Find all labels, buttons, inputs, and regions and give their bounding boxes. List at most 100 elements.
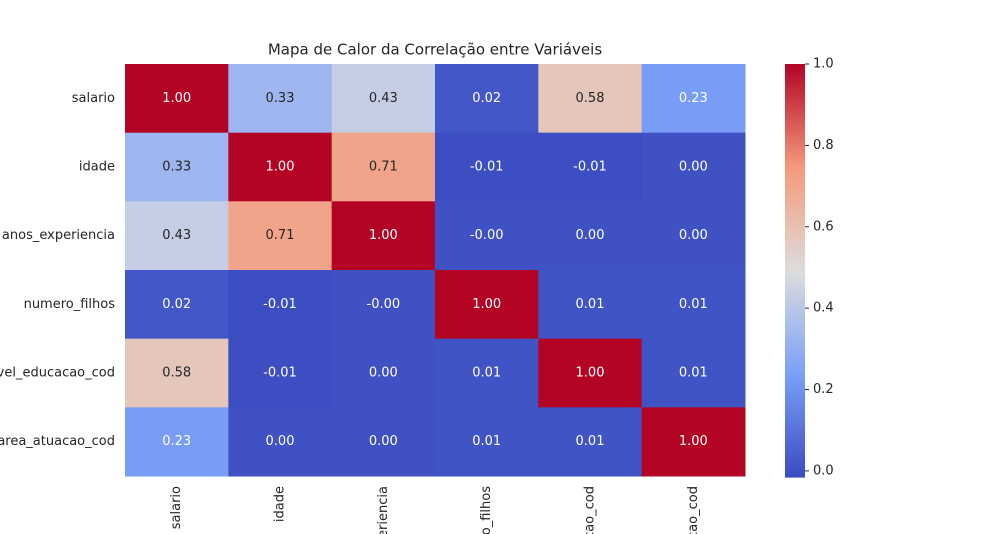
colorbar-segment xyxy=(785,256,805,261)
cell-label: 0.00 xyxy=(679,160,708,175)
cell-label: 0.01 xyxy=(472,366,501,381)
colorbar-segment xyxy=(785,456,805,461)
heatmap-cell xyxy=(331,132,436,202)
colorbar-segment xyxy=(785,94,805,100)
heatmap-cell xyxy=(125,338,229,408)
x-tick-label: salario xyxy=(169,486,184,529)
colorbar-segment xyxy=(785,222,805,227)
heatmap-cell xyxy=(435,64,539,134)
heatmap-cell xyxy=(228,270,333,340)
colorbar-segment xyxy=(785,191,805,196)
heatmap-cell xyxy=(435,132,539,202)
cell-label: 0.00 xyxy=(679,228,708,243)
colorbar-segment xyxy=(785,425,805,430)
colorbar-segment xyxy=(785,315,805,320)
colorbar-segment xyxy=(785,184,805,189)
cell-label: 0.23 xyxy=(679,91,708,106)
colorbar-segment xyxy=(785,380,805,385)
colorbar-segment xyxy=(785,98,805,103)
heatmap-cell xyxy=(538,407,643,477)
colorbar-segment xyxy=(785,394,805,399)
y-tick-label: anos_experiencia xyxy=(2,228,115,243)
colorbar-segment xyxy=(785,329,805,334)
colorbar-segment xyxy=(785,146,805,151)
colorbar-segment xyxy=(785,246,805,251)
colorbar-segment xyxy=(785,108,805,113)
colorbar-segment xyxy=(785,273,805,278)
colorbar-segment xyxy=(785,67,805,72)
cell-label: -0.01 xyxy=(263,297,297,312)
colorbar-segment xyxy=(785,70,805,75)
colorbar-segment xyxy=(785,384,805,389)
colorbar-segment xyxy=(785,218,805,223)
heatmap-cell xyxy=(538,132,643,202)
colorbar-segment xyxy=(785,267,805,272)
colorbar-segment xyxy=(785,167,805,172)
heatmap-cell xyxy=(641,132,746,202)
colorbar-segment xyxy=(785,473,805,478)
cell-label: 0.43 xyxy=(369,91,398,106)
colorbar-segment xyxy=(785,74,805,79)
y-tick-label: salario xyxy=(72,91,115,106)
heatmap-cell xyxy=(435,201,539,271)
colorbar-segment xyxy=(785,359,805,365)
colorbar-segment xyxy=(785,428,805,433)
y-tick-label: numero_filhos xyxy=(24,297,116,312)
colorbar-segment xyxy=(785,170,805,175)
colorbar-segment xyxy=(785,263,805,268)
colorbar-segment xyxy=(785,287,805,292)
colorbar-segment xyxy=(785,211,805,217)
colorbar-segment xyxy=(785,77,805,82)
colorbar-segment xyxy=(785,174,805,179)
heatmap-cell xyxy=(538,64,643,134)
colorbar-segment xyxy=(785,277,805,282)
heatmap-cell xyxy=(641,270,746,340)
colorbar-segment xyxy=(785,284,805,289)
cell-label: -0.01 xyxy=(573,160,607,175)
colorbar-tick-label: 0.8 xyxy=(813,138,834,153)
heatmap-cell xyxy=(331,338,436,408)
colorbar-segment xyxy=(785,346,805,351)
heatmap-cell xyxy=(125,407,229,477)
heatmap-cell xyxy=(331,270,436,340)
colorbar-segment xyxy=(785,215,805,220)
colorbar-segment xyxy=(785,81,805,86)
heatmap-cell xyxy=(228,64,333,134)
colorbar-segment xyxy=(785,322,805,327)
colorbar-tick-label: 0.6 xyxy=(813,219,834,234)
x-tick-label: idade xyxy=(273,486,288,522)
colorbar-segment xyxy=(785,411,805,416)
colorbar-segment xyxy=(785,260,805,265)
heatmap-cell xyxy=(538,270,643,340)
colorbar-segment xyxy=(785,408,805,413)
colorbar-segment xyxy=(785,401,805,406)
colorbar-segment xyxy=(785,291,805,296)
colorbar-segment xyxy=(785,225,805,230)
heatmap-cell xyxy=(331,407,436,477)
cell-label: 0.58 xyxy=(576,91,605,106)
colorbar-segment xyxy=(785,325,805,330)
colorbar-segment xyxy=(785,229,805,234)
cell-label: 0.01 xyxy=(679,297,708,312)
colorbar-segment xyxy=(785,377,805,382)
colorbar-segment xyxy=(785,112,805,117)
colorbar-segment xyxy=(785,366,805,371)
heatmap-cell xyxy=(228,338,333,408)
cell-label: 0.33 xyxy=(266,91,295,106)
colorbar-segment xyxy=(785,446,805,451)
heatmap-cell xyxy=(331,201,436,271)
cell-label: 0.33 xyxy=(162,160,191,175)
cell-label: 1.00 xyxy=(679,434,708,449)
cell-label: 0.43 xyxy=(162,228,191,243)
colorbar-segment xyxy=(785,101,805,106)
colorbar-segment xyxy=(785,335,805,340)
colorbar-segment xyxy=(785,150,805,155)
colorbar-segment xyxy=(785,270,805,275)
cell-label: 0.02 xyxy=(472,91,501,106)
colorbar-segment xyxy=(785,253,805,258)
cell-label: 0.01 xyxy=(472,434,501,449)
colorbar-segment xyxy=(785,435,805,440)
colorbar-segment xyxy=(785,318,805,323)
colorbar-segment xyxy=(785,404,805,409)
colorbar-segment xyxy=(785,125,805,130)
